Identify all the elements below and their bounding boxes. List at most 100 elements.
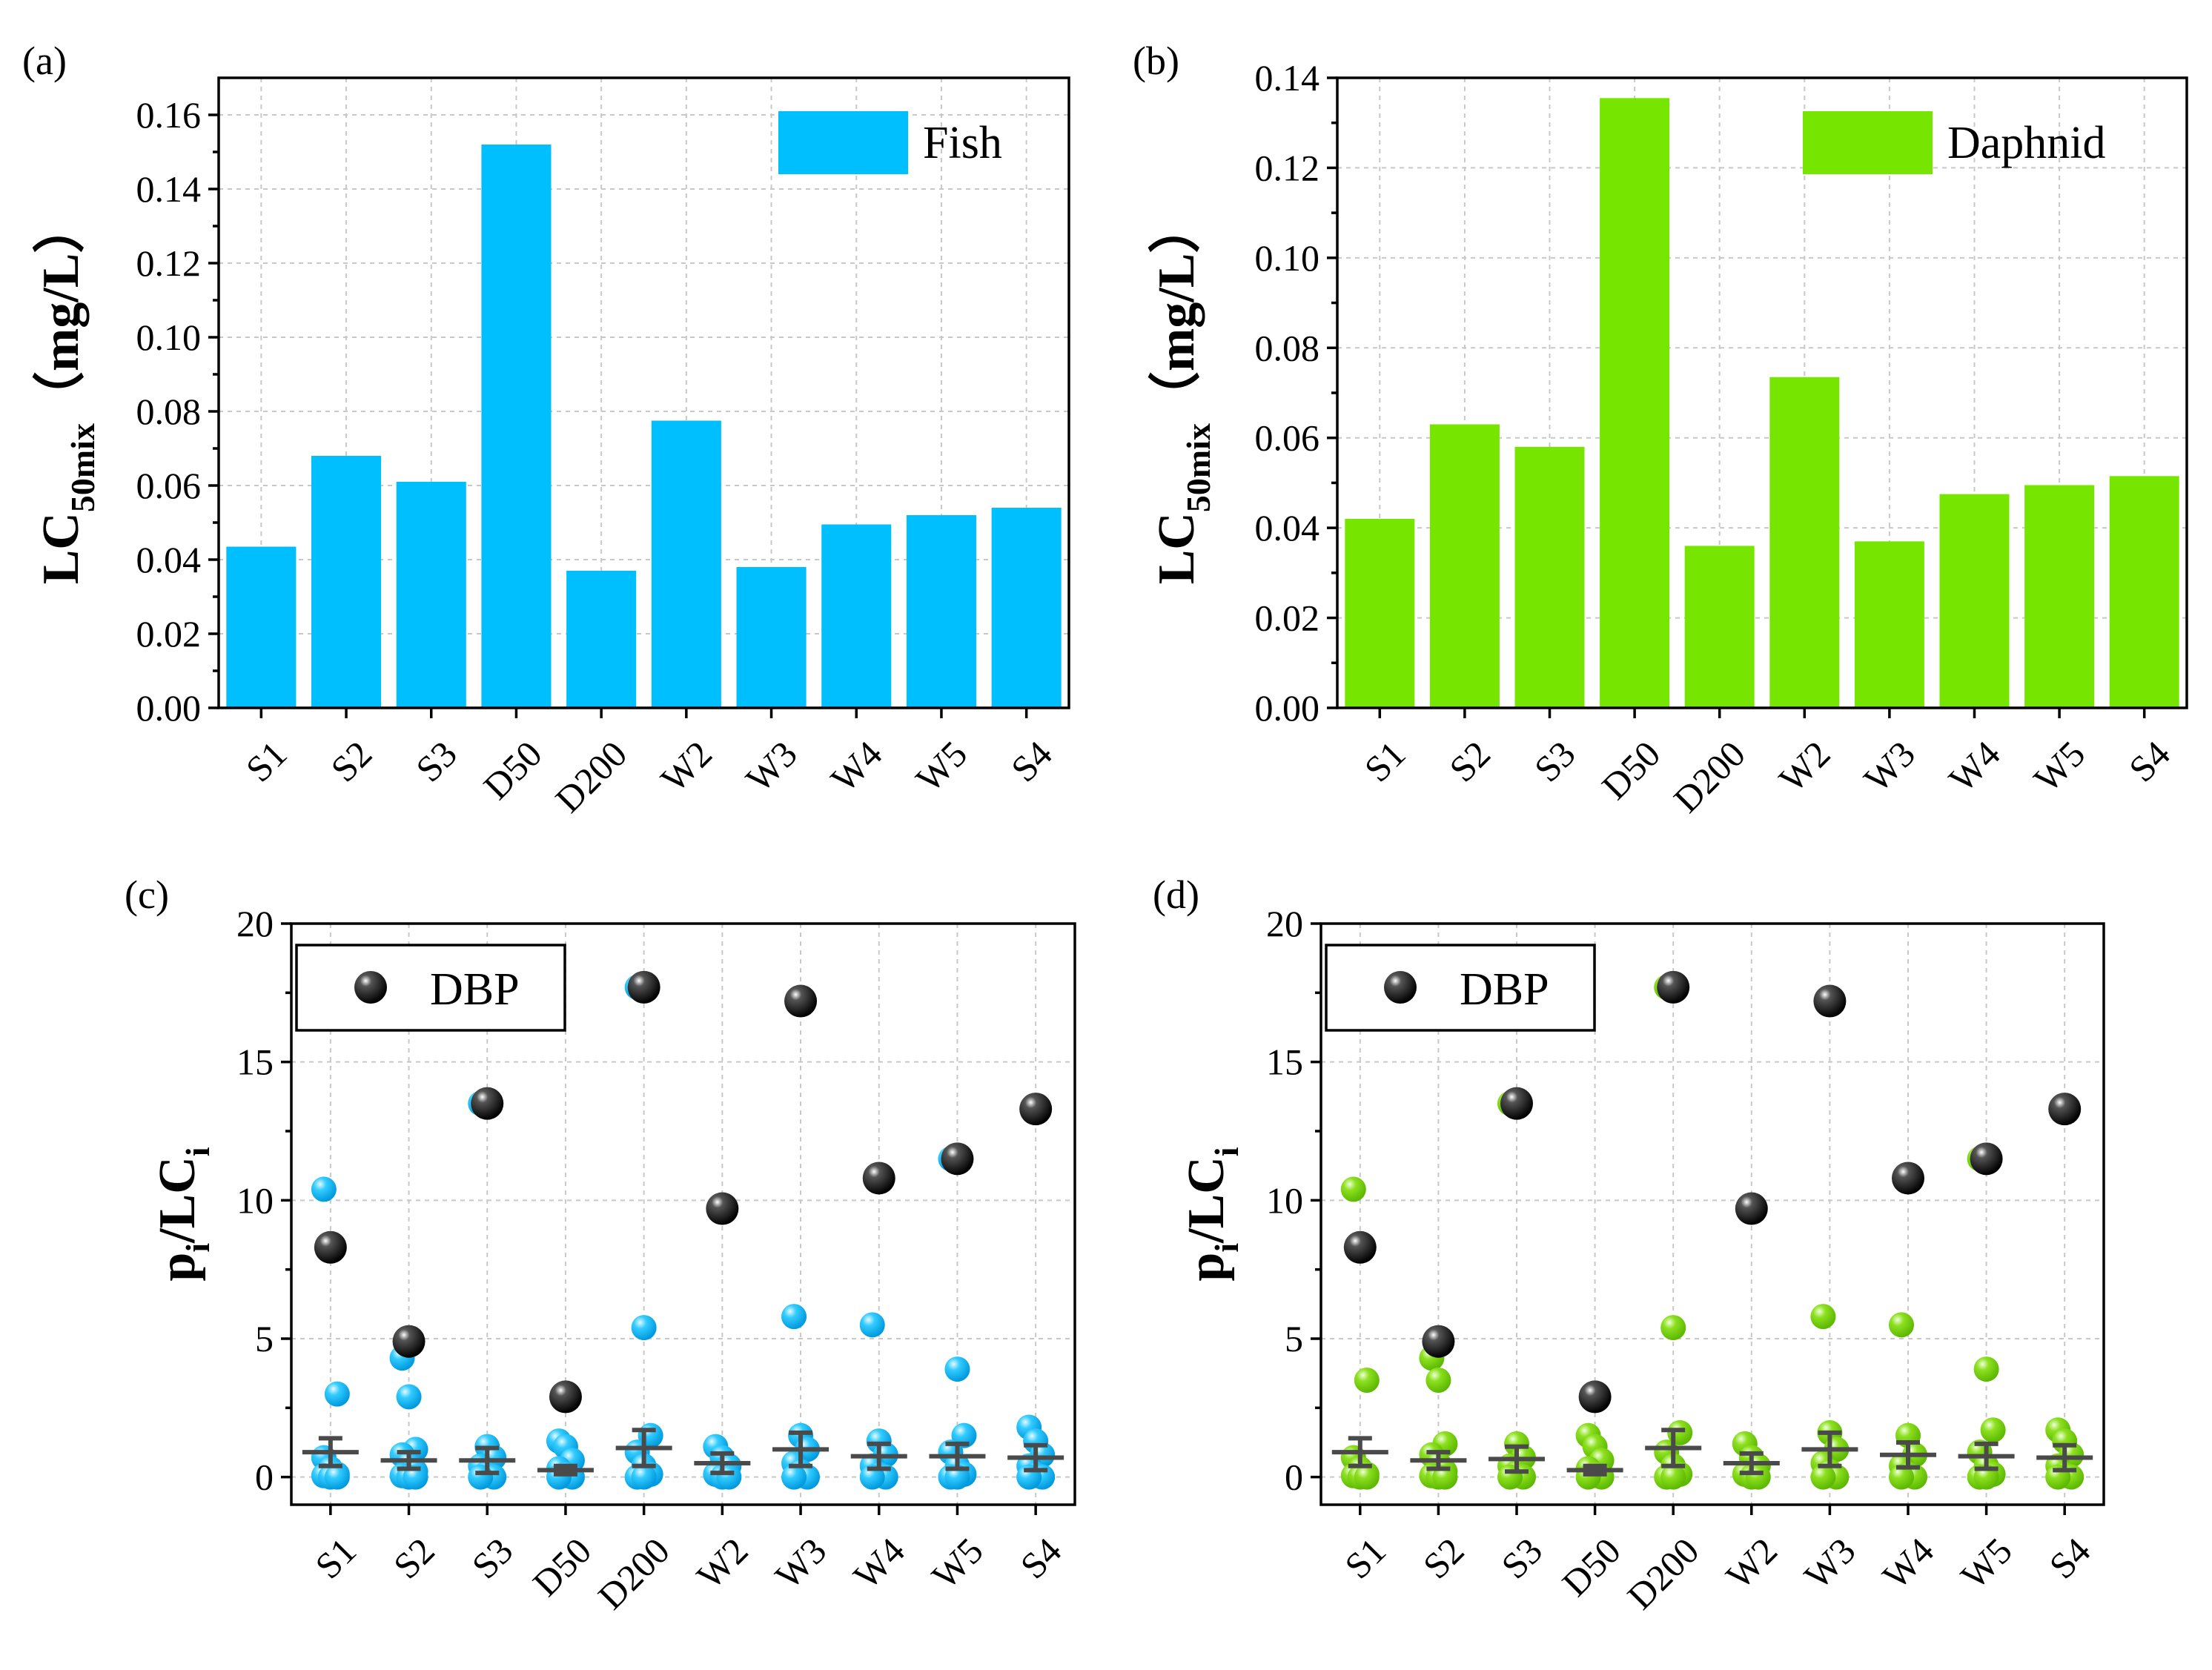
bar-s3 — [1514, 446, 1585, 708]
point-w3 — [781, 1304, 807, 1330]
point-w4 — [859, 1312, 885, 1338]
y-tick-label: 0.12 — [136, 242, 202, 284]
point-s1 — [1354, 1368, 1380, 1393]
bar-w2 — [1769, 377, 1840, 708]
y-tick-label: 0.10 — [1255, 237, 1320, 279]
x-tick-label-w5: W5 — [908, 733, 976, 801]
bar-w5 — [2024, 485, 2095, 708]
y-tick-label: 0.06 — [1255, 417, 1320, 459]
dbp-point-s4 — [2048, 1093, 2082, 1126]
x-tick-label-s1: S1 — [1357, 733, 1414, 790]
point-s1 — [324, 1381, 350, 1407]
legend-label: DBP — [1460, 964, 1549, 1015]
x-tick-label-w5: W5 — [2026, 733, 2093, 801]
dbp-point-w4 — [1892, 1162, 1924, 1195]
panel-a-fish-bar-chart: 0.00 0.02 0.04 0.06 0.08 0.10 0.12 0.14 0.16 S1 S2… — [22, 39, 1070, 821]
panel-label: (a) — [22, 39, 67, 83]
dbp-point-w3 — [1813, 984, 1847, 1018]
y-tick-label: 0.08 — [1255, 327, 1320, 368]
x-tick-label-s2: S2 — [1415, 1530, 1472, 1587]
y-tick-label: 5 — [1285, 1318, 1303, 1359]
x-tick-label-s2: S2 — [1441, 733, 1498, 790]
point-w5 — [1973, 1356, 1999, 1382]
y-title-main: p — [1178, 1253, 1235, 1282]
legend-dbp-marker — [354, 971, 387, 1004]
point-d200 — [1660, 1464, 1686, 1490]
legend-swatch — [1803, 111, 1933, 174]
dbp-point-w5 — [941, 1142, 974, 1176]
y-axis-title: LC50mix（mg/L） — [32, 202, 102, 585]
bar-d200 — [1684, 546, 1755, 708]
x-tick-label-s1: S1 — [1337, 1530, 1394, 1587]
panel-b-daphnid-bar-chart: 0.00 0.02 0.04 0.06 0.08 0.10 0.12 0.14 S1 S2 S3 D5… — [1133, 39, 2188, 821]
x-tick-label-s3: S3 — [408, 733, 465, 790]
y-axis-title: pi/LCi — [149, 1147, 216, 1281]
y-title-unit: （mg/L） — [32, 202, 90, 423]
point-d200 — [631, 1315, 657, 1341]
y-title-subscript: 50mix — [64, 423, 102, 512]
y-tick-label: 15 — [236, 1041, 274, 1083]
x-tick-label-w3: W3 — [767, 1530, 835, 1597]
y-tick-label: 0 — [1285, 1457, 1303, 1498]
panel-label: (c) — [125, 872, 169, 917]
legend-dbp-marker — [1384, 971, 1417, 1004]
point-w3 — [1810, 1464, 1836, 1490]
y-tick-label: 0.06 — [136, 465, 202, 506]
x-tick-label-d50: D50 — [525, 1530, 599, 1604]
dbp-point-d200 — [627, 970, 660, 1004]
legend-label: Daphnid — [1947, 118, 2106, 168]
x-tick-label-w4: W4 — [823, 733, 890, 801]
x-tick-label-s1: S1 — [238, 733, 295, 790]
x-tick-label-w3: W3 — [1796, 1530, 1864, 1597]
dbp-point-w5 — [1970, 1142, 2003, 1176]
x-tick-label-d50: D50 — [1554, 1530, 1628, 1604]
y-tick-label: 0.04 — [136, 539, 202, 580]
legend-label: Fish — [923, 118, 1002, 168]
x-tick-label-w2: W2 — [652, 733, 720, 801]
y-tick-label: 5 — [255, 1318, 274, 1359]
dbp-point-s2 — [1422, 1325, 1455, 1358]
point-s1 — [1340, 1176, 1366, 1202]
x-tick-label-s2: S2 — [322, 733, 380, 790]
y-tick-label: 10 — [1266, 1179, 1303, 1221]
bar-d50 — [481, 145, 552, 708]
y-title-subscript: 50mix — [1179, 423, 1217, 512]
plot-frame — [290, 922, 1076, 1506]
legend-swatch — [778, 111, 908, 174]
point-s2 — [1425, 1368, 1451, 1393]
dbp-point-s3 — [1500, 1087, 1533, 1120]
bar-s1 — [1345, 519, 1415, 708]
legend-label: DBP — [430, 964, 520, 1015]
point-w4 — [1889, 1312, 1914, 1338]
bar-s1 — [226, 546, 297, 708]
dbp-point-w2 — [706, 1192, 739, 1225]
y-title-subscript: i — [179, 1147, 216, 1156]
dbp-point-w3 — [784, 984, 818, 1018]
x-tick-label-w5: W5 — [1953, 1530, 2020, 1597]
y-tick-label: 0.02 — [1255, 597, 1320, 639]
bar-w4 — [821, 524, 892, 708]
bar-s3 — [396, 482, 466, 708]
bar-s4 — [991, 508, 1062, 708]
y-title-mid: /LC — [149, 1156, 206, 1244]
plot-frame — [1319, 922, 2105, 1506]
dbp-point-d200 — [1657, 970, 1690, 1004]
bar-w3 — [1854, 541, 1924, 708]
point-s1 — [311, 1176, 337, 1202]
y-title-mid: /LC — [1178, 1156, 1235, 1244]
panel-label: (d) — [1153, 872, 1199, 917]
x-tick-label-s2: S2 — [385, 1530, 443, 1587]
y-title-main: LC — [33, 512, 90, 584]
y-tick-label: 0 — [255, 1457, 274, 1498]
x-tick-label-w3: W3 — [1855, 733, 1923, 801]
y-tick-label: 0.02 — [136, 613, 202, 655]
x-tick-label-s4: S4 — [2121, 733, 2178, 790]
y-tick-label: 20 — [1266, 903, 1303, 944]
x-tick-label-w2: W2 — [689, 1530, 756, 1597]
y-tick-label: 0.00 — [1255, 687, 1320, 729]
y-title-subscript: i — [179, 1243, 216, 1253]
bar-d200 — [566, 571, 637, 708]
bar-d50 — [1600, 98, 1670, 709]
x-tick-label-d200: D200 — [590, 1530, 678, 1617]
bar-s2 — [311, 456, 382, 708]
